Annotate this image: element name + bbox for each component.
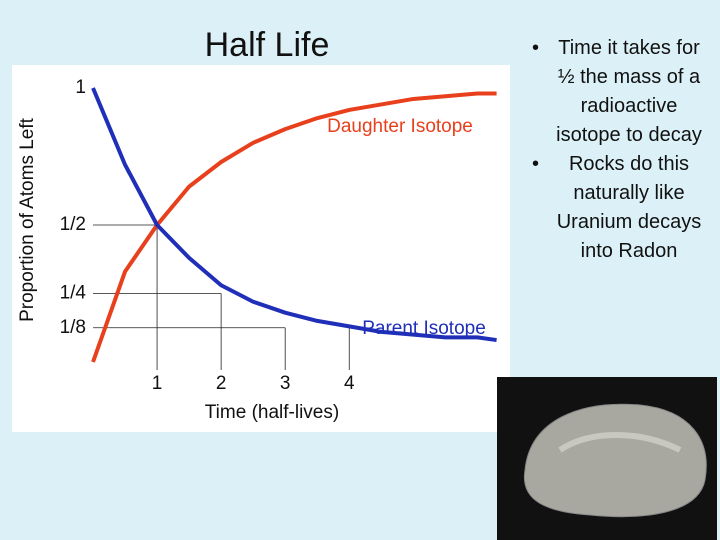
rock-texture — [558, 432, 682, 453]
x-axis-label: Time (half-lives) — [205, 402, 339, 423]
series-label: Parent Isotope — [362, 318, 486, 339]
y-tick-label: 1/2 — [60, 214, 86, 235]
chart-background — [12, 65, 510, 432]
bullet: Rocks do this naturally like Uranium dec… — [528, 150, 708, 266]
series-line — [91, 91, 497, 363]
bullet-list: Time it takes for ½ the mass of a radioa… — [528, 34, 708, 266]
rock — [523, 403, 707, 518]
y-axis-label: Proportion of Atoms Left — [17, 117, 38, 322]
chart-title: Half Life — [205, 26, 330, 64]
x-tick-label: 2 — [216, 373, 227, 394]
y-tick-label: 1 — [75, 77, 86, 98]
bullet: Time it takes for ½ the mass of a radioa… — [528, 34, 708, 150]
series-label: Daughter Isotope — [327, 116, 473, 137]
x-tick-label: 3 — [280, 373, 291, 394]
x-tick-label: 1 — [152, 373, 163, 394]
y-tick-label: 1/8 — [60, 317, 86, 338]
x-tick-label: 4 — [344, 373, 355, 394]
series-line — [91, 87, 497, 343]
y-tick-label: 1/4 — [60, 283, 87, 304]
